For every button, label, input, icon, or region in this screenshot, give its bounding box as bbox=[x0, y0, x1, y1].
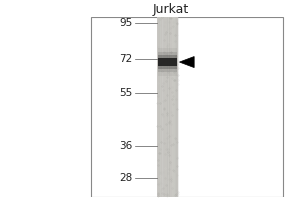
FancyBboxPatch shape bbox=[158, 48, 177, 76]
Text: 55: 55 bbox=[119, 88, 132, 98]
FancyBboxPatch shape bbox=[158, 58, 177, 66]
FancyBboxPatch shape bbox=[158, 52, 177, 72]
Text: 72: 72 bbox=[119, 54, 132, 64]
Text: 36: 36 bbox=[119, 141, 132, 151]
Polygon shape bbox=[179, 57, 194, 68]
Text: 95: 95 bbox=[119, 18, 132, 28]
FancyBboxPatch shape bbox=[91, 17, 283, 197]
Text: 28: 28 bbox=[119, 173, 132, 183]
Text: Jurkat: Jurkat bbox=[152, 3, 189, 16]
FancyBboxPatch shape bbox=[158, 17, 178, 197]
FancyBboxPatch shape bbox=[158, 55, 177, 69]
